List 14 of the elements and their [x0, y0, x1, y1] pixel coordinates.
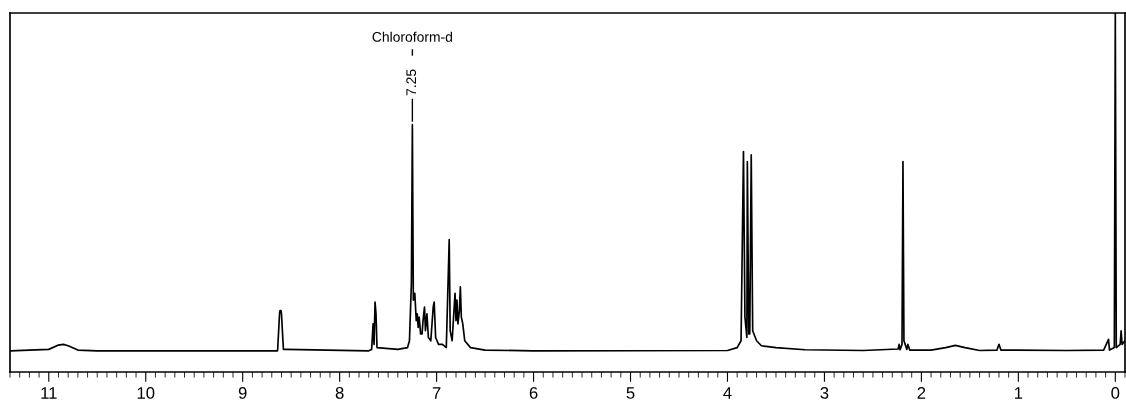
x-tick-label: 11	[41, 387, 57, 399]
x-tick-label: 2	[917, 387, 926, 399]
x-tick-label: 4	[723, 387, 732, 399]
x-tick-label: 3	[820, 387, 829, 399]
x-tick-label: 1	[1014, 387, 1023, 399]
annotation: 7.25	[406, 69, 417, 96]
x-tick-label: 5	[626, 387, 635, 399]
x-tick-label: 6	[529, 387, 538, 399]
x-tick-label: 7	[432, 387, 441, 399]
x-tick-label: 0	[1111, 387, 1120, 399]
x-tick-label: 10	[137, 387, 155, 399]
x-tick-label: 8	[335, 387, 344, 399]
x-tick-label: 9	[238, 387, 247, 399]
annotation: Chloroform-d	[372, 31, 452, 42]
